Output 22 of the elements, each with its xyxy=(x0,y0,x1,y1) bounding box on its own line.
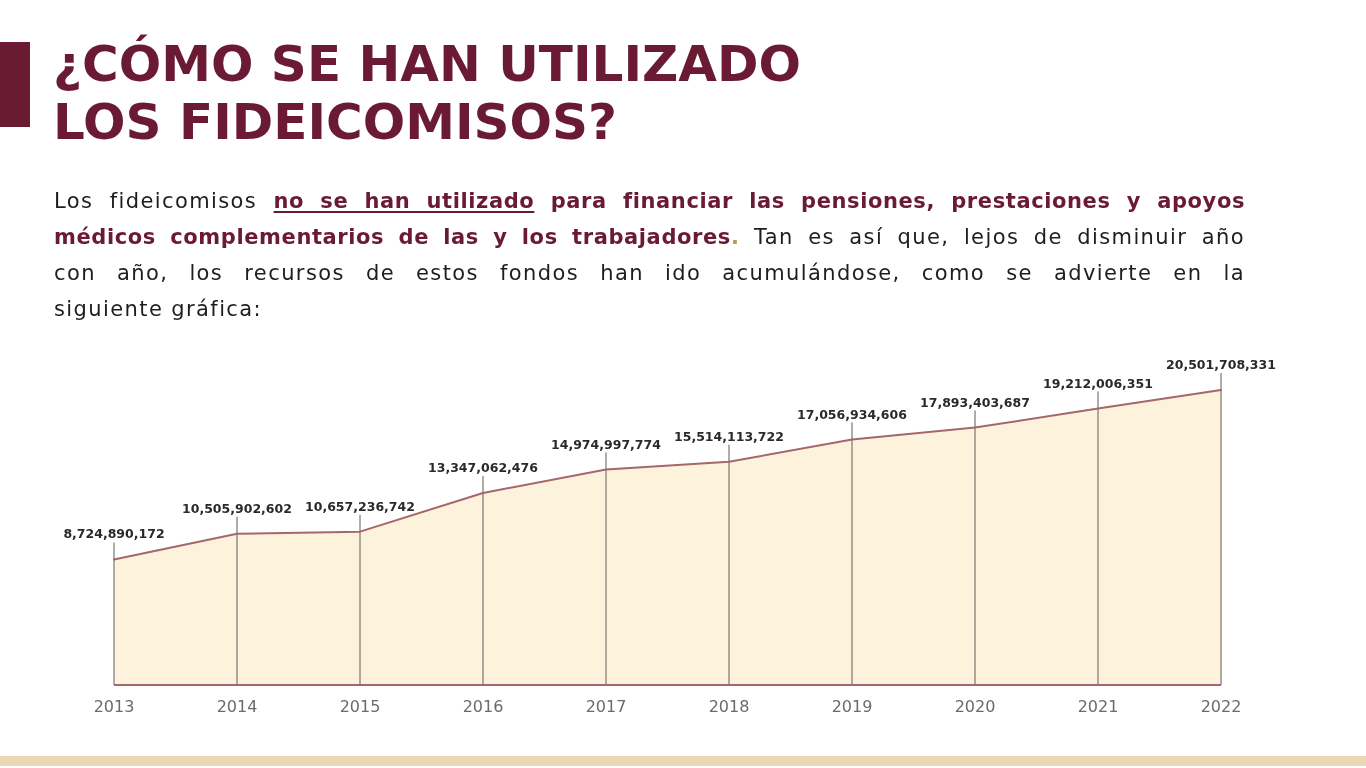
data-label: 17,893,403,687 xyxy=(920,394,1030,410)
x-tick-label: 2019 xyxy=(831,697,873,716)
data-label: 10,505,902,602 xyxy=(182,500,292,516)
data-label: 13,347,062,476 xyxy=(428,459,539,475)
x-tick-label: 2015 xyxy=(339,697,381,716)
x-tick-label: 2018 xyxy=(708,697,750,716)
data-label: 14,974,997,774 xyxy=(551,436,662,452)
x-tick-label: 2016 xyxy=(462,697,504,716)
x-tick-label: 2017 xyxy=(585,697,627,716)
x-tick-label: 2022 xyxy=(1200,697,1242,716)
data-label: 8,724,890,172 xyxy=(63,526,165,542)
x-tick-label: 2021 xyxy=(1077,697,1119,716)
x-tick-label: 2013 xyxy=(93,697,135,716)
data-label: 15,514,113,722 xyxy=(674,428,784,444)
x-tick-label: 2014 xyxy=(216,697,258,716)
data-label: 20,501,708,331 xyxy=(1166,357,1276,372)
data-label: 19,212,006,351 xyxy=(1043,375,1153,391)
chart-subtitle: Los fideicomisos no se han utilizado para financiar las pensiones, prestaciones y apoyos médicos complementarios de las y los trabajadores. Tan es así que, lejos de disminuir año con año, los recursos de estos fondos han ido acumulándose, como se advierte en la siguiente gráfica: xyxy=(54,189,1246,321)
chart-title: ¿CÓMO SE HAN UTILIZADO LOS FIDEICOMISOS? xyxy=(53,35,802,151)
data-label: 17,056,934,606 xyxy=(797,406,908,422)
data-label: 10,657,236,742 xyxy=(305,498,415,514)
x-tick-label: 2020 xyxy=(954,697,996,716)
